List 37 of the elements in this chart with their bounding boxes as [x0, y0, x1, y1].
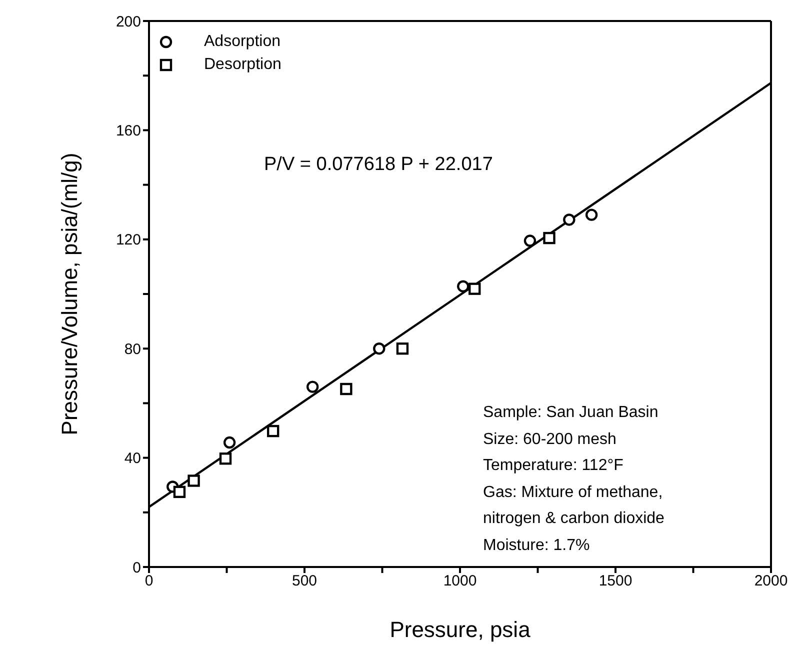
x-tick-label: 1000 — [443, 572, 477, 590]
y-tick-label: 0 — [132, 559, 141, 576]
point — [219, 452, 232, 465]
point — [266, 424, 280, 438]
y-tick-label: 160 — [116, 122, 141, 140]
x-axis-title: Pressure, psia — [390, 617, 532, 642]
point — [173, 486, 186, 498]
annotation: Moisture: 1.7% — [483, 536, 591, 556]
point — [188, 474, 200, 487]
y-tick-label: 80 — [124, 340, 141, 358]
legend-label: Adsorption — [204, 32, 280, 50]
y-tick-label: 200 — [116, 13, 141, 30]
point — [306, 380, 319, 393]
point — [585, 208, 598, 221]
y-tick-label: 40 — [124, 450, 141, 468]
point — [524, 234, 536, 247]
annotation: P/V = 0.077618 P + 22.017 — [264, 154, 493, 176]
legend-label: Desorption — [204, 56, 282, 74]
x-tick-label: 500 — [292, 572, 318, 590]
point — [543, 232, 556, 244]
point — [468, 282, 481, 295]
x-tick-label: 0 — [144, 572, 154, 590]
y-axis-title: Pressure/Volume, psia/(ml/g) — [56, 152, 82, 436]
y-tick-label: 120 — [116, 232, 141, 249]
annotation: nitrogen & carbon dioxide — [483, 509, 664, 529]
point — [396, 342, 409, 355]
point — [340, 382, 352, 396]
annotation: Temperature: 112°F — [483, 456, 624, 476]
annotation: Size: 60-200 mesh — [483, 430, 618, 450]
point — [223, 436, 236, 449]
annotation: Sample: San Juan Basin — [483, 403, 660, 423]
point — [373, 342, 386, 355]
point — [563, 214, 576, 226]
x-tick-label: 2000 — [754, 572, 788, 590]
point — [457, 280, 470, 292]
annotation: Gas: Mixture of methane, — [483, 482, 664, 502]
x-tick-label: 1500 — [598, 572, 632, 590]
